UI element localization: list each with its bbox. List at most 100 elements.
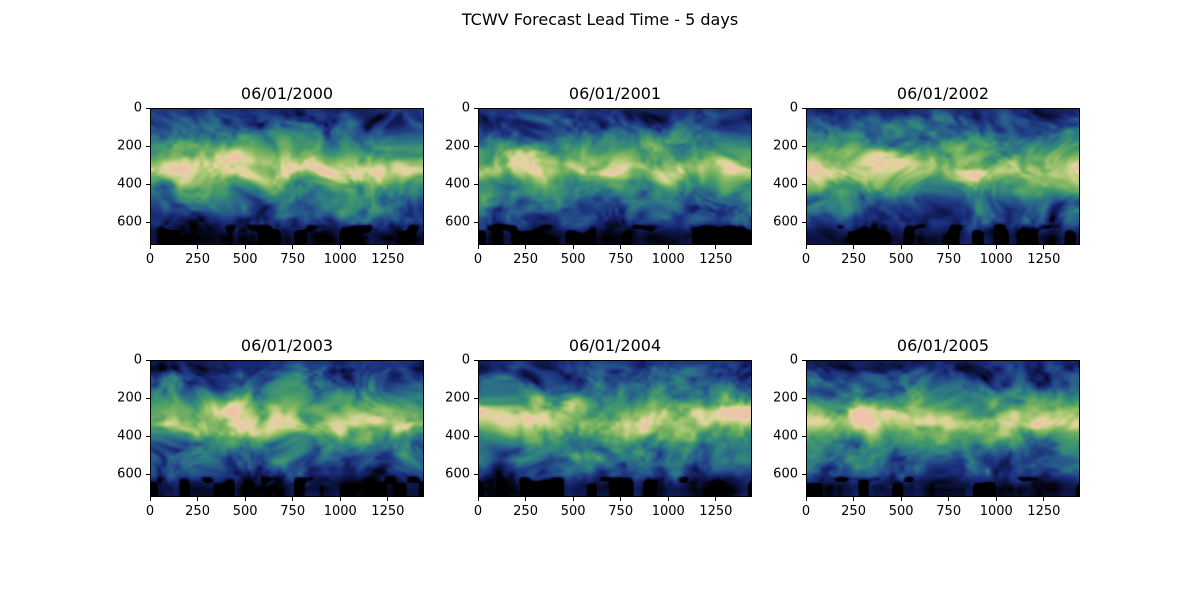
subplot: 06/01/2004 0 250 500 750 1000 1250 0 200 400 600 xyxy=(445,336,752,519)
x-tick-label: 750 xyxy=(608,504,634,519)
x-tick-mark xyxy=(292,245,294,249)
y-tick-label: 200 xyxy=(445,390,470,406)
x-tick-mark xyxy=(667,245,669,249)
x-tick-mark xyxy=(149,245,151,249)
x-tick-mark xyxy=(715,245,717,249)
subplot-title: 06/01/2000 xyxy=(240,84,334,103)
x-tick-mark xyxy=(525,497,527,501)
y-tick-label: 600 xyxy=(773,466,798,482)
x-tick-label: 500 xyxy=(232,504,258,519)
tcwv-map-image xyxy=(806,108,1080,245)
y-tick-label: 0 xyxy=(789,352,798,368)
y-tick-label: 200 xyxy=(117,390,142,406)
x-tick-label: 250 xyxy=(185,252,210,267)
x-tick-mark xyxy=(995,245,997,249)
x-tick-mark xyxy=(244,245,246,249)
x-tick-label: 1250 xyxy=(371,252,405,267)
y-tick-label: 600 xyxy=(445,466,470,482)
x-tick-mark xyxy=(900,245,902,249)
x-tick-label: 1250 xyxy=(699,252,733,267)
x-tick-label: 250 xyxy=(841,252,866,267)
x-tick-label: 1000 xyxy=(323,252,357,267)
y-tick-label: 600 xyxy=(117,214,142,230)
x-tick-mark xyxy=(197,245,199,249)
y-tick-label: 600 xyxy=(445,214,470,230)
x-tick-label: 0 xyxy=(473,504,483,519)
x-tick-mark xyxy=(805,245,807,249)
x-tick-mark xyxy=(572,245,574,249)
tcwv-map-image xyxy=(806,360,1080,497)
x-tick-label: 250 xyxy=(513,504,538,519)
x-tick-mark xyxy=(995,497,997,501)
tcwv-map-image xyxy=(478,108,752,245)
x-tick-label: 1000 xyxy=(651,504,685,519)
x-tick-mark xyxy=(900,497,902,501)
subplot: 06/01/2005 0 250 500 750 1000 1250 0 200 400 600 xyxy=(773,336,1080,519)
subplot: 06/01/2003 0 250 500 750 1000 1250 0 200 400 600 xyxy=(117,336,424,519)
x-tick-label: 1250 xyxy=(1027,252,1061,267)
y-tick-label: 400 xyxy=(117,428,142,444)
x-tick-label: 750 xyxy=(936,504,962,519)
x-tick-mark xyxy=(572,497,574,501)
x-tick-mark xyxy=(853,245,855,249)
y-tick-label: 0 xyxy=(461,100,470,116)
y-tick-label: 200 xyxy=(773,138,798,154)
x-tick-label: 1000 xyxy=(651,252,685,267)
x-tick-label: 1250 xyxy=(371,504,405,519)
y-tick-label: 400 xyxy=(117,176,142,192)
x-tick-mark xyxy=(244,497,246,501)
y-tick-label: 0 xyxy=(461,352,470,368)
x-tick-label: 500 xyxy=(560,252,586,267)
x-tick-label: 1000 xyxy=(323,504,357,519)
y-tick-label: 600 xyxy=(117,466,142,482)
y-tick-label: 400 xyxy=(773,428,798,444)
x-tick-mark xyxy=(853,497,855,501)
x-tick-label: 1250 xyxy=(699,504,733,519)
subplot-title: 06/01/2004 xyxy=(568,336,662,355)
x-tick-label: 250 xyxy=(841,504,866,519)
x-tick-label: 1000 xyxy=(979,504,1013,519)
x-tick-mark xyxy=(149,497,151,501)
x-tick-label: 500 xyxy=(560,504,586,519)
subplot: 06/01/2001 0 250 500 750 1000 1250 0 200 400 600 xyxy=(445,84,752,267)
x-tick-label: 250 xyxy=(185,504,210,519)
x-tick-mark xyxy=(1043,497,1045,501)
x-tick-mark xyxy=(477,497,479,501)
subplot-title: 06/01/2003 xyxy=(240,336,334,355)
x-tick-mark xyxy=(339,497,341,501)
x-tick-label: 500 xyxy=(232,252,258,267)
x-tick-mark xyxy=(387,497,389,501)
x-tick-mark xyxy=(620,497,622,501)
x-tick-mark xyxy=(1043,245,1045,249)
x-tick-mark xyxy=(292,497,294,501)
subplot-title: 06/01/2002 xyxy=(896,84,990,103)
y-tick-label: 600 xyxy=(773,214,798,230)
tcwv-map-image xyxy=(478,360,752,497)
x-tick-label: 0 xyxy=(801,504,811,519)
x-tick-label: 750 xyxy=(936,252,962,267)
x-tick-label: 1250 xyxy=(1027,504,1061,519)
x-tick-mark xyxy=(197,497,199,501)
subplot-title: 06/01/2001 xyxy=(568,84,662,103)
y-tick-label: 400 xyxy=(445,176,470,192)
x-tick-label: 500 xyxy=(888,252,914,267)
x-tick-label: 750 xyxy=(280,504,306,519)
x-tick-mark xyxy=(387,245,389,249)
x-tick-label: 500 xyxy=(888,504,914,519)
y-tick-label: 0 xyxy=(789,100,798,116)
y-tick-label: 200 xyxy=(117,138,142,154)
tcwv-map-image xyxy=(150,360,424,497)
subplot-title: 06/01/2005 xyxy=(896,336,990,355)
x-tick-mark xyxy=(667,497,669,501)
x-tick-mark xyxy=(620,245,622,249)
subplot: 06/01/2002 0 250 500 750 1000 1250 0 200 400 600 xyxy=(773,84,1080,267)
x-tick-mark xyxy=(715,497,717,501)
tcwv-map-image xyxy=(150,108,424,245)
y-tick-label: 0 xyxy=(133,352,142,368)
x-tick-mark xyxy=(525,245,527,249)
x-tick-label: 0 xyxy=(145,252,155,267)
y-tick-label: 200 xyxy=(773,390,798,406)
y-tick-label: 400 xyxy=(445,428,470,444)
x-tick-mark xyxy=(477,245,479,249)
